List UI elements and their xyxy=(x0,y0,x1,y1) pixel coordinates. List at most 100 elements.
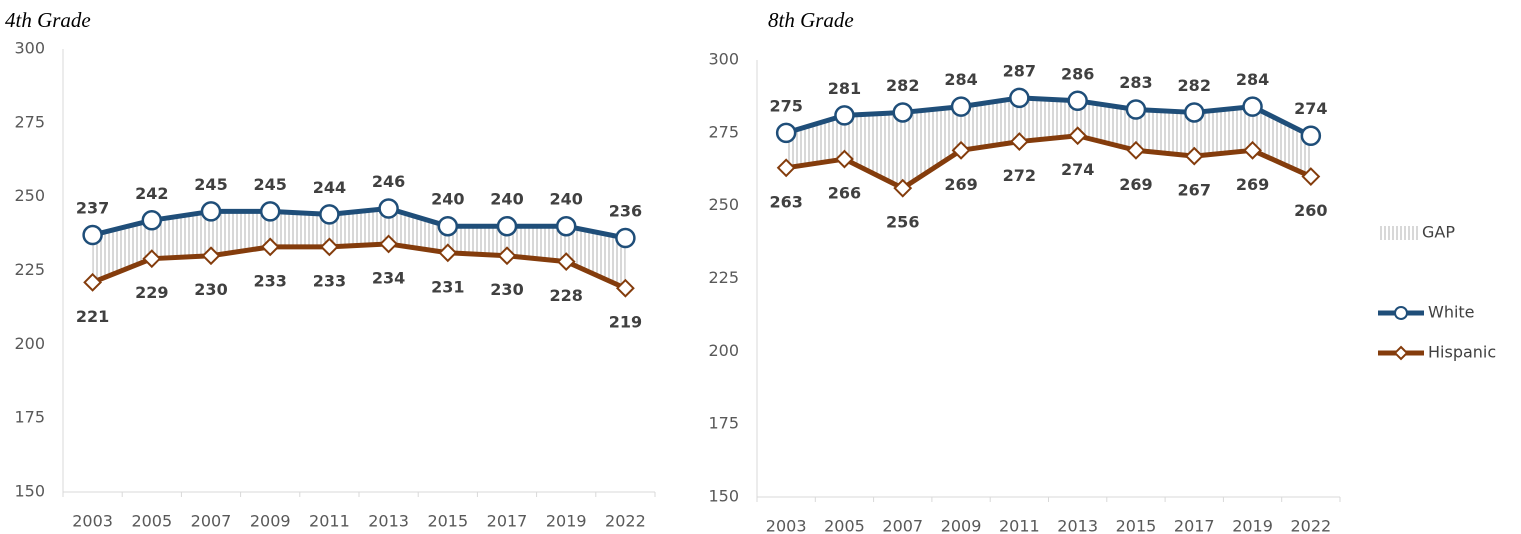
marker xyxy=(83,272,103,292)
x-tick-label: 2022 xyxy=(1290,517,1331,534)
marker xyxy=(1301,167,1321,186)
x-tick-label: 2022 xyxy=(605,512,646,531)
data-label: 240 xyxy=(431,190,464,209)
series-line xyxy=(91,241,627,291)
marker xyxy=(892,102,913,123)
x-tick-label: 2005 xyxy=(131,512,172,531)
data-label: 256 xyxy=(886,213,919,232)
data-label: 272 xyxy=(1003,166,1036,185)
marker xyxy=(950,96,972,117)
marker xyxy=(319,237,339,257)
x-tick-label: 2007 xyxy=(882,517,923,534)
x-tick-label: 2017 xyxy=(1174,517,1215,534)
marker xyxy=(835,149,854,169)
data-label: 282 xyxy=(886,76,919,95)
y-tick-label: 175 xyxy=(708,414,739,433)
gap-area xyxy=(92,208,626,289)
data-label: 221 xyxy=(76,307,109,326)
legend-marker xyxy=(1393,345,1409,361)
marker xyxy=(437,215,459,237)
y-tick-label: 275 xyxy=(14,112,45,131)
marker xyxy=(201,246,221,266)
data-label: 244 xyxy=(313,178,346,197)
data-label: 234 xyxy=(372,268,405,287)
x-tick-label: 2019 xyxy=(546,512,587,531)
data-label: 284 xyxy=(1236,70,1269,89)
marker xyxy=(615,278,635,298)
data-label: 287 xyxy=(1003,61,1036,80)
marker xyxy=(556,252,576,272)
marker xyxy=(141,210,163,231)
data-label: 228 xyxy=(549,286,582,305)
marker xyxy=(1125,99,1147,120)
data-label: 274 xyxy=(1061,160,1094,179)
chart-title: 4th Grade xyxy=(5,8,91,32)
y-tick-label: 200 xyxy=(14,334,45,353)
marker xyxy=(1126,140,1146,160)
marker xyxy=(1242,96,1263,117)
marker xyxy=(259,201,281,222)
marker xyxy=(834,105,855,126)
data-label: 283 xyxy=(1119,73,1152,92)
marker xyxy=(319,204,340,225)
data-label: 269 xyxy=(1119,175,1152,194)
data-label: 245 xyxy=(194,175,227,194)
y-tick-label: 250 xyxy=(708,195,739,214)
marker xyxy=(1184,146,1204,166)
data-label: 269 xyxy=(944,175,977,194)
marker xyxy=(260,237,280,257)
x-tick-label: 2017 xyxy=(487,512,528,531)
data-label: 281 xyxy=(828,79,861,98)
data-label: 282 xyxy=(1178,76,1211,95)
y-tick-label: 200 xyxy=(708,341,739,360)
x-tick-label: 2015 xyxy=(1116,517,1157,534)
marker xyxy=(1243,140,1262,160)
marker xyxy=(200,201,222,222)
data-label: 275 xyxy=(769,96,802,115)
y-tick-label: 225 xyxy=(14,260,45,279)
data-label: 267 xyxy=(1178,181,1211,200)
y-tick-label: 225 xyxy=(708,268,739,287)
marker xyxy=(1009,87,1030,109)
data-label: 246 xyxy=(372,172,405,191)
marker xyxy=(1009,132,1029,151)
legend-label: White xyxy=(1428,303,1475,322)
data-label: 260 xyxy=(1294,201,1327,220)
data-label: 233 xyxy=(253,271,286,290)
marker xyxy=(438,243,458,263)
marker xyxy=(379,234,399,254)
y-tick-label: 175 xyxy=(14,408,45,427)
data-label: 229 xyxy=(135,283,168,302)
data-label: 237 xyxy=(76,199,109,218)
data-label: 230 xyxy=(490,280,523,299)
legend-swatch xyxy=(1378,226,1418,240)
marker xyxy=(951,140,971,160)
marker xyxy=(555,215,577,237)
legend-label: Hispanic xyxy=(1428,343,1496,362)
data-label: 245 xyxy=(253,175,286,194)
marker xyxy=(82,224,103,246)
x-tick-label: 2013 xyxy=(368,512,409,531)
y-tick-label: 150 xyxy=(14,482,45,501)
marker xyxy=(1184,102,1205,123)
x-tick-label: 2007 xyxy=(191,512,232,531)
x-tick-label: 2003 xyxy=(72,512,113,531)
marker xyxy=(776,158,796,178)
series-line xyxy=(785,133,1312,191)
data-label: 236 xyxy=(609,202,642,221)
x-tick-label: 2005 xyxy=(824,517,865,534)
legend-marker xyxy=(1394,306,1408,320)
data-label: 240 xyxy=(490,190,523,209)
x-tick-label: 2015 xyxy=(427,512,468,531)
marker xyxy=(497,246,517,266)
marker xyxy=(1300,125,1322,146)
y-tick-label: 150 xyxy=(708,487,739,506)
marker xyxy=(775,122,797,144)
data-label: 219 xyxy=(609,313,642,332)
x-tick-label: 2011 xyxy=(999,517,1040,534)
marker xyxy=(893,178,913,198)
x-tick-label: 2013 xyxy=(1057,517,1098,534)
gap-area xyxy=(786,97,1311,189)
x-tick-label: 2003 xyxy=(766,517,807,534)
